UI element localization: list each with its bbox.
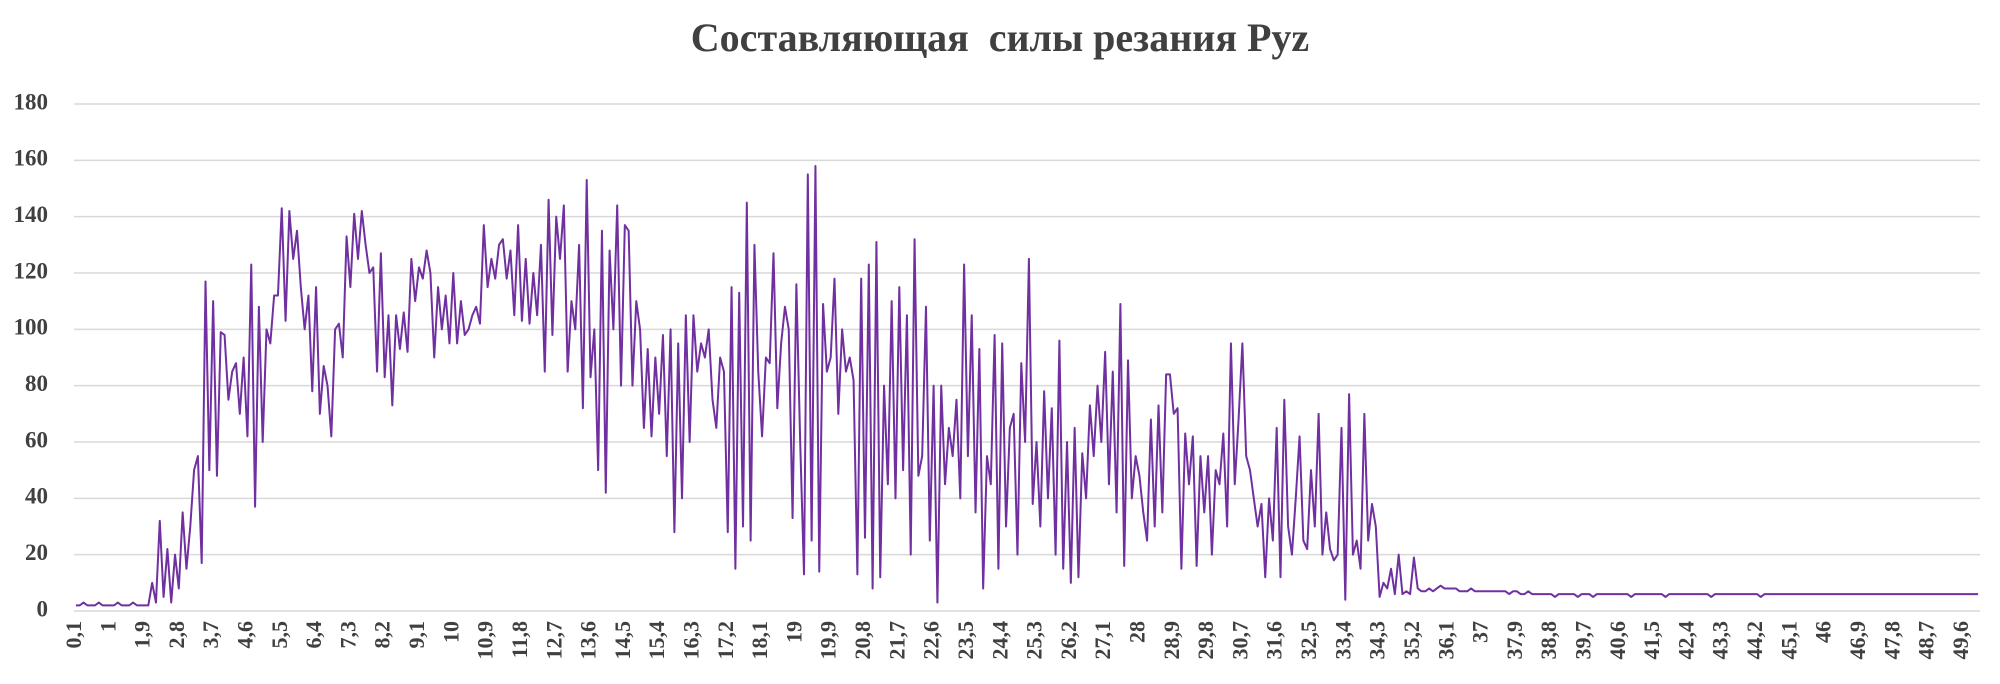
x-tick-label: 14,5 bbox=[610, 621, 635, 660]
x-tick-label: 45,1 bbox=[1776, 621, 1801, 660]
x-tick-label: 28 bbox=[1125, 621, 1150, 643]
x-tick-label: 44,2 bbox=[1742, 621, 1767, 660]
x-tick-label: 49,6 bbox=[1948, 621, 1973, 660]
y-tick-label: 40 bbox=[25, 484, 48, 509]
data-line bbox=[75, 164, 1979, 607]
x-tick-label: 9,1 bbox=[404, 621, 429, 649]
y-tick-label: 140 bbox=[14, 202, 49, 227]
x-tick-label: 34,3 bbox=[1365, 621, 1390, 660]
x-tick-label: 29,8 bbox=[1193, 621, 1218, 660]
x-tick-label: 21,7 bbox=[884, 621, 909, 660]
x-tick-label: 1 bbox=[95, 621, 120, 632]
x-tick-label: 47,8 bbox=[1879, 621, 1904, 660]
x-tick-label: 24,4 bbox=[987, 621, 1012, 660]
x-tick-label: 32,5 bbox=[1296, 621, 1321, 660]
x-tick-label: 5,5 bbox=[267, 621, 292, 649]
x-tick-label: 19 bbox=[781, 621, 806, 643]
x-tick-label: 31,6 bbox=[1262, 621, 1287, 660]
x-tick-label: 36,1 bbox=[1433, 621, 1458, 660]
x-tick-label: 39,7 bbox=[1571, 621, 1596, 660]
x-tick-label: 10,9 bbox=[473, 621, 498, 660]
x-tick-label: 4,6 bbox=[232, 621, 257, 649]
y-tick-label: 60 bbox=[25, 427, 48, 452]
y-tick-label: 100 bbox=[14, 315, 49, 340]
x-tick-label: 7,3 bbox=[335, 621, 360, 649]
y-tick-label: 120 bbox=[14, 258, 49, 283]
x-tick-label: 41,5 bbox=[1639, 621, 1664, 660]
x-tick-label: 19,9 bbox=[816, 621, 841, 660]
x-tick-label: 37,9 bbox=[1502, 621, 1527, 660]
x-tick-label: 25,3 bbox=[1022, 621, 1047, 660]
x-tick-label: 48,7 bbox=[1914, 621, 1939, 660]
x-tick-label: 18,1 bbox=[747, 621, 772, 660]
x-tick-label: 1,9 bbox=[130, 621, 155, 649]
x-tick-label: 38,8 bbox=[1536, 621, 1561, 660]
x-tick-label: 12,7 bbox=[541, 621, 566, 660]
y-tick-label: 80 bbox=[25, 371, 48, 396]
y-tick-label: 0 bbox=[37, 596, 49, 621]
x-tick-label: 28,9 bbox=[1159, 621, 1184, 660]
x-tick-label: 35,2 bbox=[1399, 621, 1424, 660]
x-tick-label: 20,8 bbox=[850, 621, 875, 660]
x-tick-label: 10 bbox=[438, 621, 463, 643]
x-tick-label: 8,2 bbox=[370, 621, 395, 649]
x-tick-label: 46 bbox=[1811, 621, 1836, 643]
x-tick-label: 30,7 bbox=[1227, 621, 1252, 660]
y-tick-label: 20 bbox=[25, 540, 48, 565]
chart-title: Составляющая силы резания Pyz bbox=[691, 15, 1309, 60]
x-tick-label: 42,4 bbox=[1673, 621, 1698, 660]
y-tick-label: 180 bbox=[14, 89, 49, 114]
x-tick-label: 37 bbox=[1468, 621, 1493, 643]
x-tick-label: 17,2 bbox=[713, 621, 738, 660]
x-tick-label: 40,6 bbox=[1605, 621, 1630, 660]
x-tick-label: 33,4 bbox=[1330, 621, 1355, 660]
x-tick-label: 27,1 bbox=[1090, 621, 1115, 660]
x-tick-label: 13,6 bbox=[576, 621, 601, 660]
x-tick-label: 22,6 bbox=[919, 621, 944, 660]
x-tick-label: 6,4 bbox=[301, 621, 326, 649]
x-tick-label: 3,7 bbox=[198, 621, 223, 649]
x-tick-label: 43,3 bbox=[1708, 621, 1733, 660]
y-tick-label: 160 bbox=[14, 146, 49, 171]
x-tick-label: 2,8 bbox=[164, 621, 189, 649]
x-tick-label: 16,3 bbox=[678, 621, 703, 660]
x-tick-label: 0,1 bbox=[61, 621, 86, 649]
x-tick-label: 26,2 bbox=[1056, 621, 1081, 660]
x-tick-label: 15,4 bbox=[644, 621, 669, 660]
x-tick-label: 11,8 bbox=[507, 621, 532, 658]
x-tick-label: 46,9 bbox=[1845, 621, 1870, 660]
x-tick-label: 23,5 bbox=[953, 621, 978, 660]
